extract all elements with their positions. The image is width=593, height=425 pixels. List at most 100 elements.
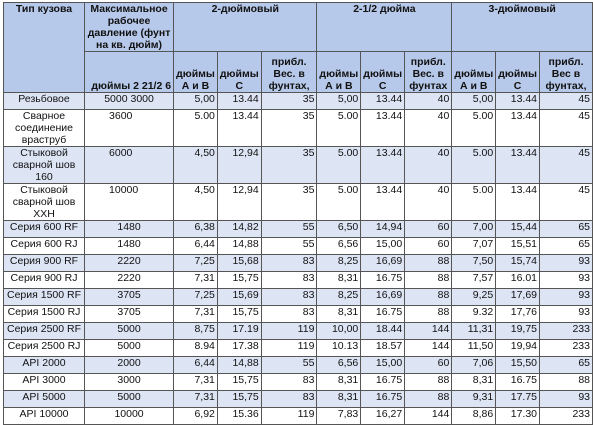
cell-value: 15,74: [495, 254, 541, 272]
cell-value: 13.44: [360, 92, 406, 110]
cell-value: 6,38: [173, 220, 218, 238]
cell-value: 35: [260, 183, 318, 221]
cell-value: 5.00: [316, 146, 362, 184]
cell-pressure: 2220: [84, 271, 175, 289]
cell-value: 10,00: [316, 322, 362, 340]
cell-type: Сварное соединение враструб: [2, 109, 86, 147]
cell-value: 40: [404, 92, 453, 110]
cell-value: 14,94: [360, 220, 406, 238]
cell-value: 14,88: [216, 237, 262, 255]
cell-value: 13.44: [216, 92, 262, 110]
cell-value: 15,75: [216, 271, 262, 289]
table-row: Серия 600 RJ 1480 6,44 14,88 55 6,56 15,…: [2, 237, 593, 255]
cell-value: 13.44: [360, 146, 406, 184]
cell-value: 55: [260, 220, 318, 238]
cell-value: 16,69: [360, 254, 406, 272]
cell-value: 88: [404, 305, 453, 323]
header-sub-c: дюймы С: [216, 51, 262, 93]
cell-value: 7,57: [451, 271, 497, 289]
cell-value: 45: [539, 92, 593, 110]
cell-value: 7,25: [173, 288, 218, 306]
cell-value: 8,31: [316, 305, 362, 323]
cell-value: 119: [260, 339, 318, 357]
table-row: Стыковой сварной шов XXH 10000 4,50 12,9…: [2, 183, 593, 221]
table-row: Серия 900 RJ 2220 7,31 15,75 83 8,31 16.…: [2, 271, 593, 289]
cell-value: 144: [404, 322, 453, 340]
cell-pressure: 3705: [84, 288, 175, 306]
cell-pressure: 6000: [84, 146, 175, 184]
cell-value: 13.44: [360, 109, 406, 147]
cell-value: 119: [260, 322, 318, 340]
cell-type: API 5000: [2, 390, 86, 408]
table-row: Резьбовое 5000 3000 5,00 13.44 35 5,00 1…: [2, 92, 593, 110]
cell-pressure: 5000: [84, 390, 175, 408]
cell-value: 35: [260, 109, 318, 147]
cell-value: 16.01: [495, 271, 541, 289]
cell-value: 93: [539, 271, 593, 289]
cell-pressure: 2000: [84, 356, 175, 374]
cell-value: 7,31: [173, 390, 218, 408]
cell-type: Стыковой сварной шов 160: [2, 146, 86, 184]
cell-value: 16.75: [495, 373, 541, 391]
cell-value: 16.75: [360, 305, 406, 323]
cell-value: 233: [539, 322, 593, 340]
cell-value: 5.00: [451, 183, 497, 221]
cell-pressure: 3600: [84, 109, 175, 147]
cell-value: 65: [539, 220, 593, 238]
header-pressure-sub: дюймы 2 21/2 6: [84, 51, 175, 93]
cell-value: 15,75: [216, 373, 262, 391]
cell-value: 144: [404, 339, 453, 357]
cell-value: 7,07: [451, 237, 497, 255]
cell-value: 83: [260, 271, 318, 289]
table-row: Серия 900 RF 2220 7,25 15,68 83 8,25 16,…: [2, 254, 593, 272]
cell-value: 8,25: [316, 288, 362, 306]
cell-value: 8,31: [451, 373, 497, 391]
cell-pressure: 3705: [84, 305, 175, 323]
cell-type: Серия 2500 RJ: [2, 339, 86, 357]
cell-value: 5.00: [316, 183, 362, 221]
cell-pressure: 10000: [84, 183, 175, 221]
table-body: Резьбовое 5000 3000 5,00 13.44 35 5,00 1…: [2, 92, 593, 425]
cell-pressure: 5000: [84, 339, 175, 357]
cell-pressure: 3000: [84, 373, 175, 391]
cell-value: 83: [260, 254, 318, 272]
cell-value: 7,50: [451, 254, 497, 272]
cell-value: 13.44: [495, 146, 541, 184]
table-header: Тип кузова Максимальное рабочее давление…: [2, 2, 593, 93]
cell-value: 14,88: [216, 356, 262, 374]
cell-value: 6,92: [173, 407, 218, 425]
cell-type: API 10000: [2, 407, 86, 425]
cell-value: 17.75: [495, 390, 541, 408]
cell-value: 7,83: [316, 407, 362, 425]
cell-value: 35: [260, 146, 318, 184]
header-sub-weight: прибл. Вес. в фунтах,: [260, 51, 318, 93]
cell-value: 16,27: [360, 407, 406, 425]
cell-type: Резьбовое: [2, 92, 86, 110]
cell-value: 60: [404, 356, 453, 374]
cell-type: Серия 900 RJ: [2, 271, 86, 289]
cell-value: 8,86: [451, 407, 497, 425]
header-group-2in: 2-дюймовый: [173, 2, 318, 52]
table-row: API 3000 3000 7,31 15,75 83 8,31 16.75 8…: [2, 373, 593, 391]
cell-value: 5,00: [451, 92, 497, 110]
cell-value: 45: [539, 183, 593, 221]
cell-value: 88: [404, 373, 453, 391]
header-sub-weight: прибл. Вес в фунтах,: [539, 51, 593, 93]
cell-value: 10.13: [316, 339, 362, 357]
cell-value: 93: [539, 254, 593, 272]
cell-value: 40: [404, 183, 453, 221]
table-row: Серия 2500 RJ 5000 8.94 17.38 119 10.13 …: [2, 339, 593, 357]
cell-value: 6,56: [316, 237, 362, 255]
cell-type: Серия 1500 RF: [2, 288, 86, 306]
cell-value: 9,31: [451, 390, 497, 408]
cell-value: 15,75: [216, 305, 262, 323]
cell-value: 15,44: [495, 220, 541, 238]
cell-value: 233: [539, 339, 593, 357]
table-row: Серия 2500 RF 5000 8,75 17.19 119 10,00 …: [2, 322, 593, 340]
cell-value: 17.30: [495, 407, 541, 425]
cell-pressure: 1480: [84, 237, 175, 255]
cell-value: 7,31: [173, 305, 218, 323]
cell-value: 19,94: [495, 339, 541, 357]
cell-value: 11,31: [451, 322, 497, 340]
